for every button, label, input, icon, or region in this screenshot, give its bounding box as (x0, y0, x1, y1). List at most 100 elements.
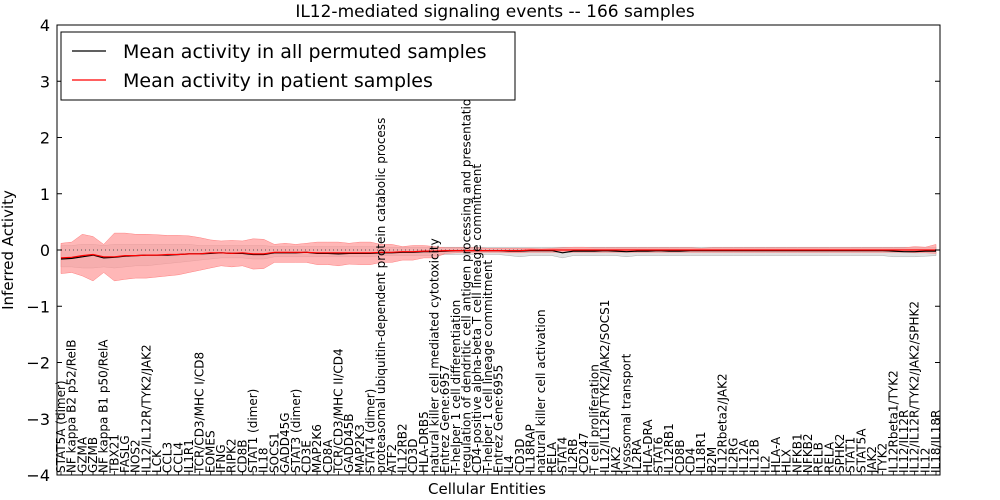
x-tick-label: HLA-DRA (641, 419, 655, 473)
x-tick-label: STAT4 (dimer) (364, 389, 378, 473)
x-tick-label: NF kappa B2 p52/RelB (65, 339, 79, 473)
x-tick-label: IL2RG (726, 438, 740, 474)
x-tick-label: NOS2 (129, 439, 143, 473)
x-tick-label: IL12A (737, 438, 751, 472)
patient-band (60, 232, 937, 282)
x-tick-label: CD247 (577, 433, 591, 474)
x-tick-label: STAT6 (652, 437, 666, 473)
y-axis-label: Inferred Activity (0, 190, 17, 310)
x-tick-label: IL1R1 (182, 439, 196, 473)
x-tick-label: STAT3 (dimer) (289, 389, 303, 473)
x-tick-label: FASLG (118, 435, 132, 473)
x-tick-label: IL2 (758, 455, 772, 473)
x-tick-label: RELA (545, 441, 559, 473)
x-tick-label: GADD45G (278, 412, 292, 473)
x-tick-label: CD3E (299, 440, 313, 473)
y-tick-label: −4 (26, 466, 50, 485)
y-tick-label: −2 (26, 354, 50, 373)
x-tick-label: TYK2 (876, 443, 890, 474)
x-tick-label: IFNG (214, 444, 228, 473)
x-tick-label: RELB (812, 442, 826, 473)
x-tick-label: CD4-positive alpha-beta T cell lineage c… (470, 164, 484, 473)
x-tick-label: JAK2 (865, 446, 879, 474)
x-tick-label: MAP2K6 (310, 424, 324, 473)
x-tick-label: Entrez Gene:6955 (492, 365, 506, 473)
x-tick-label: SPHK2 (833, 434, 847, 473)
x-tick-label: STAT1 (dimer) (246, 389, 260, 473)
legend-label-patient: Mean activity in patient samples (123, 70, 433, 92)
y-tick-label: 4 (40, 16, 50, 35)
x-tick-label: T cell proliferation (588, 364, 602, 474)
x-tick-label: GZMA (75, 436, 89, 473)
x-tick-label: NFKB1 (790, 433, 804, 473)
chart-title: IL12-mediated signaling events -- 166 sa… (295, 2, 695, 22)
x-tick-label: CD3D (513, 438, 527, 473)
x-tick-label: IL12/IL12R/TYK2/JAK2/SOCS1 (598, 300, 612, 473)
x-tick-label: SOCS1 (267, 432, 281, 473)
x-tick-label: GZMB (86, 437, 100, 473)
x-tick-label: natural killer cell activation (534, 309, 548, 473)
x-tick-label: Entrez Gene:6957 (438, 365, 452, 473)
x-tick-label: LCK (150, 449, 164, 473)
x-tick-label: RELA (822, 441, 836, 473)
x-tick-label: natural killer cell mediated cytotoxicit… (428, 238, 442, 473)
x-tick-label: lysosomal transport (620, 353, 634, 473)
y-tick-label: −3 (26, 410, 50, 429)
x-tick-label: IL12 (918, 447, 932, 473)
x-tick-label: NFKB2 (801, 433, 815, 473)
y-tick-label: −1 (26, 297, 50, 316)
y-tick-label: 3 (40, 72, 50, 91)
x-tick-label: GADD45B (342, 413, 356, 473)
x-tick-label: IL12Rbeta2/JAK2 (716, 373, 730, 473)
x-tick-label: HLA-DRB5 (417, 411, 431, 473)
x-tick-label: IL2RB (566, 439, 580, 473)
x-tick-label: IL12RB2 (396, 423, 410, 473)
x-tick-label: CD4 (684, 448, 698, 473)
x-tick-label: IL12RB1 (662, 423, 676, 473)
x-tick-label: CD8A (321, 439, 335, 473)
x-tick-label: B2M (705, 447, 719, 473)
x-axis-label: Cellular Entities (428, 480, 546, 498)
y-tick-label: 2 (40, 129, 50, 148)
x-tick-label: IL12/IL12R/TYK2/JAK2 (139, 344, 153, 473)
x-tick-label: CCL4 (171, 442, 185, 473)
x-tick-label: IL12B (748, 439, 762, 473)
x-tick-label: IL4 (502, 455, 516, 473)
x-tick-label: CCL3 (161, 442, 175, 473)
x-tick-label: T-helper 1 cell lineage commitment (481, 260, 495, 474)
x-tick-label: CD8B (235, 439, 249, 473)
x-tick-label: regulation of dendritic cell antigen pro… (460, 91, 474, 473)
x-tick-label: HLA-A (769, 436, 783, 473)
x-tick-label: IL12/IL12R (897, 410, 911, 473)
x-tick-label: IL2RA (630, 438, 644, 473)
x-tick-label: STAT4 (556, 437, 570, 473)
x-tick-label: proteasomal ubiquitin-dependent protein … (374, 118, 388, 473)
x-tick-label: IL12Rbeta1/TYK2 (886, 370, 900, 473)
x-tick-label: IL18R1 (694, 431, 708, 472)
x-tick-label: IL12/IL12R/TYK2/JAK2/SPHK2 (908, 301, 922, 473)
y-tick-label: 0 (40, 241, 50, 260)
x-tick-label: TCR/CD3/MHC I/CD8 (193, 352, 207, 474)
x-tick-label: MAP2K3 (353, 424, 367, 473)
plot-frame (56, 24, 941, 476)
series-line-patient (60, 249, 936, 259)
x-tick-label: JAK2 (609, 446, 623, 474)
x-tick-label: RIPK2 (225, 438, 239, 473)
legend-box (60, 31, 516, 101)
x-tick-label: T-helper 1 cell differentiation (449, 300, 463, 474)
y-tick-label: 1 (40, 185, 50, 204)
x-tick-label: TCR/CD3/MHC II/CD4 (331, 348, 345, 474)
x-tick-label: CD8B (673, 439, 687, 473)
x-tick-label: TBX21 (107, 434, 121, 474)
x-tick-label: NF kappa B1 p50/RelA (97, 339, 111, 473)
x-tick-label: HLX (780, 449, 794, 473)
x-tick-label: STAT1 (844, 437, 858, 473)
x-tick-label: IL18 (257, 447, 271, 473)
x-tick-label: STAT5A (854, 428, 868, 473)
x-tick-label: CD3D (406, 438, 420, 473)
legend-label-permuted: Mean activity in all permuted samples (123, 41, 486, 63)
x-tick-label: IL18/IL18R (929, 410, 943, 473)
legend: Mean activity in all permuted samples Me… (60, 31, 516, 101)
x-tick-label: ATF2 (385, 444, 399, 473)
